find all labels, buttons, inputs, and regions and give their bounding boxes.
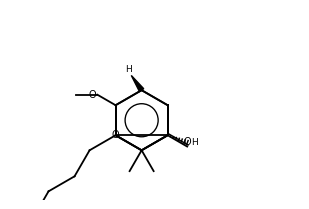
Text: H: H	[191, 138, 197, 147]
Polygon shape	[131, 75, 144, 92]
Text: O: O	[88, 90, 96, 100]
Text: H: H	[125, 65, 132, 74]
Text: O: O	[183, 136, 191, 147]
Text: O: O	[112, 130, 119, 140]
